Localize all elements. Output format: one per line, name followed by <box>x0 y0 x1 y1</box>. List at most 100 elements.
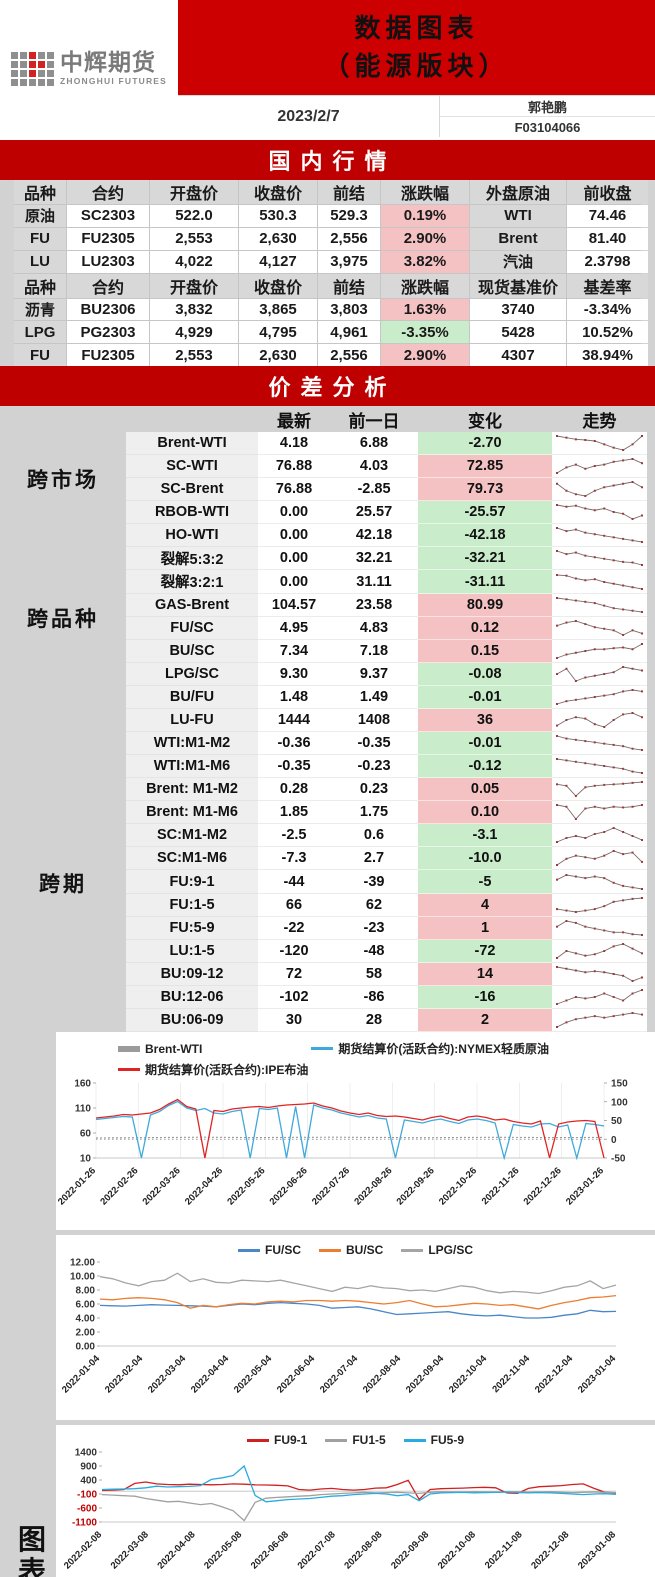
sparkline <box>556 1011 643 1028</box>
sparkline <box>556 573 643 590</box>
spread-change: -0.01 <box>418 685 552 709</box>
svg-text:0: 0 <box>611 1135 617 1146</box>
domestic-change-pct: 3.82% <box>381 250 469 273</box>
spread-trend-cell <box>552 685 647 709</box>
spread-name: SC-Brent <box>126 478 258 502</box>
svg-text:10.00: 10.00 <box>70 1272 95 1283</box>
svg-text:900: 900 <box>80 1462 97 1473</box>
spread-latest: -120 <box>258 939 330 963</box>
spread-change: 0.12 <box>418 616 552 640</box>
spread-name: BU:12-06 <box>126 985 258 1009</box>
svg-text:2022-10-04: 2022-10-04 <box>447 1353 490 1396</box>
svg-text:2023-01-08: 2023-01-08 <box>576 1529 618 1571</box>
sparkline <box>556 527 643 544</box>
domestic-prev-settle: 3,803 <box>318 298 380 321</box>
external-prev-close: 74.46 <box>567 205 648 227</box>
svg-text:2022-05-04: 2022-05-04 <box>232 1353 275 1396</box>
legend-label: FU9-1 <box>273 1433 308 1447</box>
legend-label: FU5-9 <box>430 1433 465 1447</box>
legend-swatch <box>118 1045 140 1052</box>
spread-change: 72.85 <box>418 455 552 479</box>
logo-squares-icon <box>10 51 54 86</box>
basis-rate: 38.94% <box>567 344 648 366</box>
domestic-open: 4,929 <box>150 321 238 344</box>
spread-name: Brent: M1-M2 <box>126 778 258 802</box>
sparkline <box>556 458 643 475</box>
legend-swatch <box>318 1248 341 1252</box>
spread-name: LU:1-5 <box>126 939 258 963</box>
legend-swatch <box>325 1438 348 1442</box>
spread-trend-cell <box>552 524 647 548</box>
report-date: 2023/2/7 <box>178 95 440 137</box>
svg-text:-600: -600 <box>77 1504 97 1515</box>
spread-prev: 32.21 <box>330 547 418 571</box>
spread-latest: 9.30 <box>258 662 330 686</box>
spread-trend-cell <box>552 824 647 848</box>
spread-header-change: 变化 <box>468 411 502 431</box>
spread-change: 1 <box>418 916 552 940</box>
spread-name: SC:M1-M2 <box>126 824 258 848</box>
spread-trend-cell <box>552 847 647 871</box>
legend-swatch <box>401 1248 424 1252</box>
spread-trend-cell <box>552 939 647 963</box>
spread-change: -25.57 <box>418 501 552 525</box>
domestic-variety: LPG <box>14 321 66 344</box>
spread-row: BU/SC 7.34 7.18 0.15 <box>0 639 647 663</box>
spread-latest: 1.85 <box>258 801 330 825</box>
legend-item: FU9-1 <box>246 1433 308 1447</box>
domestic-col-header: 收盘价 <box>239 273 317 298</box>
analyst-name: 郭艳鹏 <box>440 96 655 117</box>
svg-text:110: 110 <box>75 1104 92 1115</box>
sparkline <box>556 735 643 752</box>
sparkline <box>556 642 643 659</box>
sparkline <box>556 965 643 982</box>
sparkline <box>556 781 643 798</box>
domestic-contract: PG2303 <box>67 321 149 344</box>
spread-latest: -0.35 <box>258 755 330 779</box>
spread-row: RBOB-WTI 0.00 25.57 -25.57 <box>0 501 647 525</box>
spread-row: FU:1-5 66 62 4 <box>0 893 647 917</box>
spread-name: BU:09-12 <box>126 962 258 986</box>
spread-trend-cell <box>552 732 647 756</box>
legend-label: BU/SC <box>345 1243 384 1257</box>
external-prev-close: 2.3798 <box>567 250 648 273</box>
spread-trend-cell <box>552 916 647 940</box>
svg-text:0.00: 0.00 <box>76 1342 96 1353</box>
spread-header-trend: 走势 <box>582 411 617 431</box>
spread-prev: 62 <box>330 893 418 917</box>
svg-text:2022-09-04: 2022-09-04 <box>404 1353 447 1396</box>
spread-trend-cell <box>552 755 647 779</box>
sparkline <box>556 896 643 913</box>
spread-prev: -0.35 <box>330 732 418 756</box>
legend-item: FU5-9 <box>403 1433 465 1447</box>
spread-trend-cell <box>552 962 647 986</box>
svg-text:-1100: -1100 <box>72 1518 97 1529</box>
spread-change: -0.01 <box>418 732 552 756</box>
domestic-col-header: 品种 <box>14 273 66 298</box>
domestic-change-pct: 1.63% <box>381 298 469 321</box>
svg-text:2022-07-08: 2022-07-08 <box>296 1529 338 1571</box>
spread-name: FU:5-9 <box>126 916 258 940</box>
svg-text:2022-10-26: 2022-10-26 <box>437 1165 479 1207</box>
spread-row: SC:M1-M2 -2.5 0.6 -3.1 <box>0 824 647 848</box>
spread-row: BU:12-06 -102 -86 -16 <box>0 985 647 1009</box>
legend-label: FU/SC <box>264 1243 301 1257</box>
spread-change: -31.11 <box>418 570 552 594</box>
spread-row: WTI:M1-M6 -0.35 -0.23 -0.12 <box>0 755 647 779</box>
spread-change: 14 <box>418 962 552 986</box>
spread-latest: 66 <box>258 893 330 917</box>
domestic-close: 3,865 <box>239 298 317 321</box>
chart-legend: FU9-1 FU1-5 FU5-9 <box>56 1425 655 1447</box>
spread-change: 80.99 <box>418 593 552 617</box>
chart-plot: 12.00 10.00 8.00 6.00 4.00 2.00 0.002022-01-04… <box>60 1258 619 1396</box>
spread-prev: -23 <box>330 916 418 940</box>
domestic-close: 2,630 <box>239 344 317 366</box>
spread-name: 裂解5:3:2 <box>126 547 258 571</box>
spread-change: 4 <box>418 893 552 917</box>
spread-name: Brent: M1-M6 <box>126 801 258 825</box>
spread-prev: -0.23 <box>330 755 418 779</box>
svg-text:2022-12-04: 2022-12-04 <box>533 1353 576 1396</box>
legend-label: 期货结算价(活跃合约):IPE布油 <box>145 1063 309 1077</box>
domestic-col-header: 外盘原油 <box>470 180 566 204</box>
